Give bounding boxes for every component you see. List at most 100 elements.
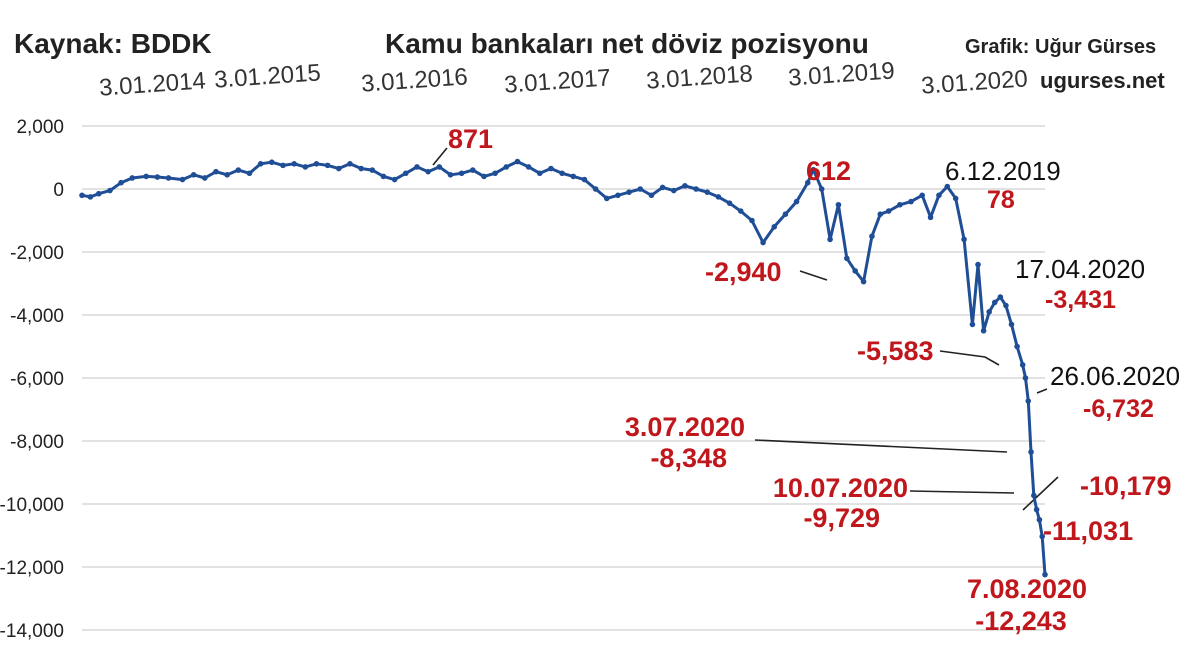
data-point — [726, 200, 733, 206]
data-point — [835, 201, 842, 208]
annotation-leader — [909, 490, 1015, 494]
annotation-value: -9,729 — [803, 503, 880, 533]
data-point — [1019, 362, 1026, 368]
data-point — [154, 174, 161, 180]
annotation-date: 3.07.2020 — [625, 412, 745, 442]
x-axis: 3.01.2014 3.01.2015 3.01.2016 3.01.2017 3.01… — [98, 57, 1028, 101]
gridlines — [82, 125, 1045, 631]
data-point — [425, 168, 431, 175]
data-point — [844, 255, 850, 262]
data-point — [1025, 398, 1032, 404]
data-point — [810, 166, 817, 173]
data-point — [481, 173, 487, 180]
y-tick-label: -2,000 — [10, 243, 64, 264]
data-point — [1033, 506, 1040, 513]
data-point — [603, 195, 610, 202]
data-point — [179, 176, 186, 183]
data-point — [380, 173, 387, 180]
data-point — [804, 179, 811, 186]
data-point — [581, 176, 588, 183]
annotation-leader — [432, 147, 448, 166]
data-point — [793, 198, 800, 205]
data-point — [648, 192, 655, 199]
data-point — [997, 294, 1004, 300]
x-tick-label: 3.01.2020 — [920, 65, 1028, 99]
data-point — [827, 236, 833, 243]
data-point — [592, 186, 599, 192]
data-point — [1042, 571, 1048, 578]
data-point — [771, 224, 778, 230]
data-point — [469, 167, 476, 173]
data-point — [107, 187, 113, 194]
y-tick-label: -14,000 — [0, 621, 64, 642]
data-point — [514, 158, 521, 165]
data-point — [975, 261, 981, 268]
data-point — [213, 168, 219, 175]
data-point — [548, 165, 554, 172]
data-point — [991, 299, 998, 306]
annotation-leaders — [432, 147, 1059, 511]
data-point — [95, 190, 102, 197]
data-point — [1036, 516, 1043, 523]
data-point — [165, 175, 172, 181]
data-point — [302, 164, 309, 170]
data-point — [908, 198, 914, 205]
data-point — [980, 327, 987, 334]
data-point — [1014, 343, 1020, 350]
annotation-value: -2,940 — [705, 257, 782, 287]
data-point — [224, 172, 230, 178]
x-tick-label: 3.01.2016 — [360, 63, 468, 97]
data-point — [143, 173, 149, 180]
annotation-date: 7.08.2020 — [967, 574, 1087, 604]
annotation-leader — [939, 350, 1000, 366]
data-point — [492, 170, 498, 177]
data-point — [927, 214, 934, 221]
data-point — [190, 172, 197, 178]
data-point — [525, 164, 532, 170]
data-point — [659, 184, 666, 191]
data-point — [936, 192, 942, 199]
data-point — [1039, 533, 1046, 540]
data-point — [358, 165, 364, 172]
data-point — [414, 164, 420, 170]
data-point — [313, 161, 320, 167]
data-point — [246, 170, 253, 177]
data-point — [87, 194, 94, 200]
credit-label: Grafik: Uğur Gürses — [965, 36, 1157, 58]
data-point — [877, 211, 884, 217]
annotation-date: 6.12.2019 — [945, 156, 1061, 186]
annotation-leader — [1036, 388, 1048, 394]
annotation-leader — [1022, 476, 1059, 511]
data-point — [782, 211, 789, 217]
data-point — [952, 195, 959, 202]
y-tick-label: -4,000 — [10, 306, 64, 327]
y-tick-label: 2,000 — [16, 117, 64, 138]
y-tick-label: -10,000 — [0, 495, 64, 516]
data-point — [919, 192, 925, 199]
data-point — [682, 183, 688, 189]
annotation-value: -10,179 — [1080, 471, 1172, 501]
data-point — [536, 170, 543, 177]
annotation-value: 78 — [987, 186, 1015, 214]
data-point — [860, 278, 867, 285]
data-point — [944, 183, 951, 190]
data-point — [436, 164, 443, 170]
data-point — [986, 309, 992, 315]
data-point — [749, 217, 755, 224]
annotation-leader — [799, 270, 828, 281]
data-point — [369, 167, 376, 173]
data-point — [129, 175, 136, 181]
data-point — [615, 192, 621, 199]
y-axis: 2,000 0 -2,000 -4,000 -6,000 -8,000 -10,000 -12… — [0, 117, 64, 642]
data-point — [961, 236, 967, 243]
y-tick-label: -6,000 — [10, 369, 64, 390]
data-point — [885, 208, 892, 214]
y-tick-label: -8,000 — [10, 432, 64, 453]
data-point — [760, 239, 766, 246]
series-line — [81, 160, 1047, 575]
y-tick-label: 0 — [53, 180, 64, 201]
data-point — [235, 167, 242, 173]
site-label: ugurses.net — [1040, 68, 1165, 93]
